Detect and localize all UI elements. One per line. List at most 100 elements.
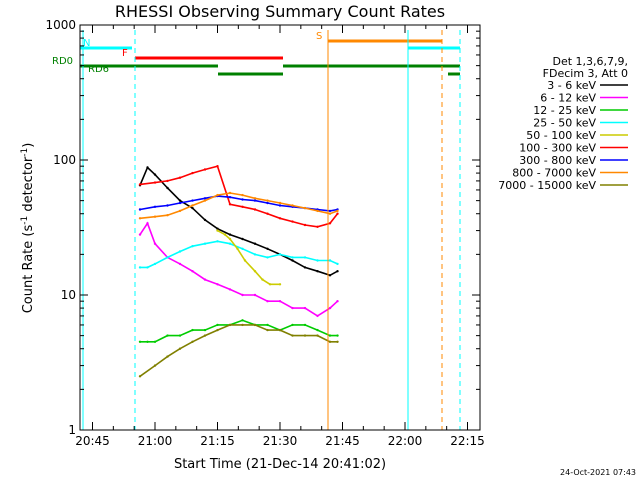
- series-8-point: [228, 191, 232, 195]
- series-6-point: [328, 222, 332, 225]
- series-9-point: [241, 323, 244, 327]
- series-9-point: [253, 323, 257, 327]
- series-4-point: [278, 253, 282, 256]
- series-8-point: [153, 215, 157, 218]
- series-9-point: [316, 334, 319, 337]
- series-9-point: [203, 334, 207, 337]
- series-8-point: [138, 217, 142, 220]
- series-3-point: [166, 334, 169, 337]
- x-tick-label: 20:45: [75, 434, 110, 448]
- series-1-point: [203, 218, 207, 222]
- legend-entry-label: 300 - 800 keV: [519, 154, 596, 167]
- series-5-point: [216, 229, 219, 232]
- series-6-point: [278, 217, 282, 220]
- x-tick-label: 22:00: [388, 434, 423, 448]
- x-tick-label: 22:15: [450, 434, 485, 448]
- series-line-2: [139, 221, 339, 317]
- flag-label-3: S: [316, 31, 322, 42]
- series-4-point: [216, 240, 219, 243]
- flag-label-5: RD6: [88, 64, 109, 75]
- series-6-point: [291, 220, 294, 223]
- x-axis-label: Start Time (21-Dec-14 20:41:02): [174, 457, 386, 472]
- flag-layer: N F S RD0 RD6: [52, 30, 461, 430]
- series-9-point: [336, 340, 339, 343]
- series-4-point: [203, 242, 207, 245]
- series-8-point: [216, 193, 219, 197]
- series-2-point: [138, 233, 142, 236]
- series-1-point: [241, 237, 244, 241]
- series-3-point: [146, 340, 149, 343]
- series-8-point: [336, 209, 339, 213]
- series-7-point: [191, 199, 194, 202]
- series-3-point: [216, 323, 219, 327]
- series-2-point: [146, 222, 149, 225]
- series-6-point: [241, 205, 244, 208]
- series-3-point: [316, 328, 319, 332]
- series-1-point: [178, 199, 182, 202]
- series-4-point: [178, 250, 182, 253]
- y-axis-label-sup2: -1: [20, 148, 30, 157]
- series-line-3: [140, 319, 338, 343]
- legend-header-line: FDecim 3, Att 0: [543, 67, 628, 80]
- legend-entry-label: 6 - 12 keV: [540, 92, 596, 105]
- series-6-point: [191, 171, 194, 175]
- series-6-point: [316, 225, 319, 228]
- series-8-point: [278, 201, 282, 205]
- series-4-point: [228, 242, 232, 245]
- series-7-point: [138, 208, 142, 211]
- series-2-point: [336, 300, 339, 303]
- series-6-point: [228, 203, 232, 206]
- series-7-point: [166, 204, 169, 207]
- legend-header-line: Det 1,3,6,7,9,: [552, 55, 628, 68]
- legend-entry-label: 25 - 50 keV: [533, 117, 596, 130]
- series-6-point: [178, 176, 182, 179]
- series-1-point: [266, 247, 269, 250]
- series-2-point: [316, 314, 319, 318]
- series-2-point: [216, 283, 219, 286]
- series-4-point: [336, 262, 339, 266]
- series-8-point: [203, 199, 207, 202]
- series-3-point: [191, 328, 194, 332]
- series-1-point: [316, 270, 319, 273]
- series-6-point: [138, 183, 142, 186]
- series-3-point: [138, 340, 142, 343]
- series-9-point: [191, 340, 194, 343]
- series-9-point: [138, 375, 142, 378]
- series-9-point: [153, 364, 157, 367]
- y-axis-label-sup1: -1: [20, 216, 30, 225]
- series-8-point: [191, 204, 194, 207]
- series-6-point: [216, 165, 219, 168]
- series-5-point: [228, 237, 232, 241]
- series-2-point: [266, 300, 269, 303]
- series-5-point: [243, 259, 247, 262]
- series-2-point: [253, 293, 257, 297]
- series-2-point: [153, 242, 157, 245]
- series-5-point: [261, 278, 264, 281]
- series-5-point: [278, 283, 282, 286]
- x-tick-label: 21:30: [263, 434, 298, 448]
- series-3-point: [291, 323, 294, 327]
- flag-label-4: RD0: [52, 56, 73, 67]
- series-9-point: [303, 334, 307, 337]
- series-2-point: [241, 293, 244, 297]
- series-7-point: [328, 209, 332, 213]
- series-8-point: [291, 204, 294, 207]
- series-3-point: [303, 323, 307, 327]
- series-7-point: [241, 198, 244, 201]
- series-3-point: [178, 334, 182, 337]
- series-7-point: [278, 204, 282, 207]
- series-7-point: [266, 201, 269, 205]
- y-axis-label-main: Count Rate (s: [21, 225, 36, 314]
- series-4-point: [191, 245, 194, 248]
- y-tick-label: 1000: [45, 18, 76, 32]
- series-1-point: [328, 274, 332, 277]
- series-8-point: [166, 214, 169, 217]
- series-1-point: [253, 242, 257, 245]
- legend: Det 1,3,6,7,9,FDecim 3, Att 03 - 6 keV6 …: [498, 55, 628, 192]
- series-6-point: [336, 212, 339, 215]
- series-1-point: [153, 173, 157, 176]
- series-8-point: [328, 212, 332, 215]
- series-8-point: [253, 197, 257, 200]
